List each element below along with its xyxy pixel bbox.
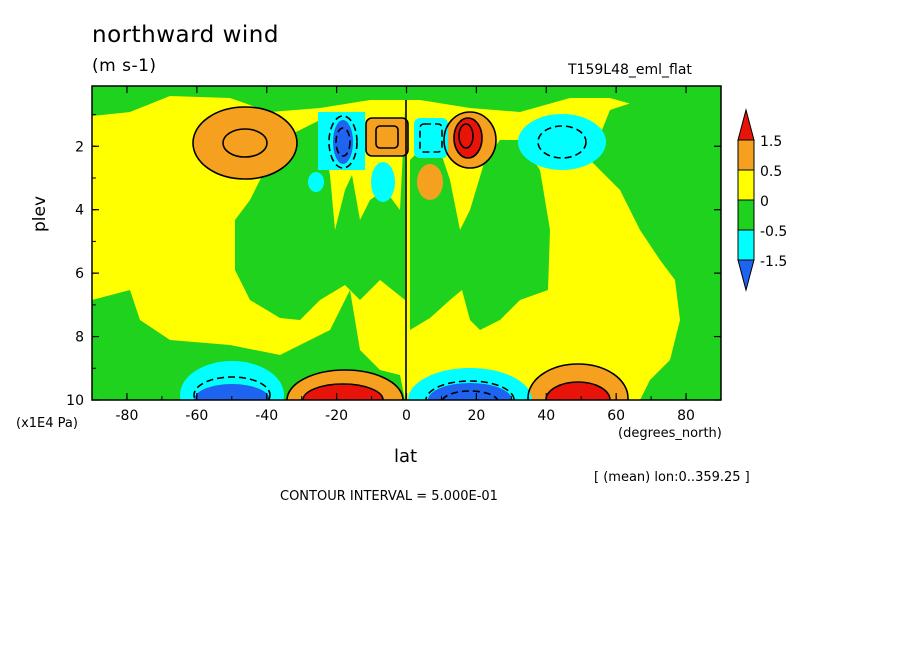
x-tick-label: 0	[402, 408, 411, 424]
orange-cell-48S	[193, 107, 297, 179]
x-axis-units: (degrees_north)	[618, 426, 722, 441]
y-tick-label: 6	[75, 266, 84, 282]
cyan-blob-28S	[308, 172, 324, 192]
blue-cell-48S-sfc	[194, 384, 270, 400]
x-axis-label: lat	[394, 446, 418, 467]
colorbar-segment	[737, 139, 755, 171]
cyan-cell-6N	[414, 118, 448, 158]
colorbar-segment	[737, 169, 755, 201]
y-axis-units: (x1E4 Pa)	[16, 416, 78, 431]
colorbar-bottom-arrow	[737, 259, 755, 292]
x-tick-label: 40	[537, 408, 555, 424]
green-region-top	[92, 86, 721, 120]
contour-fill	[92, 86, 721, 400]
x-tick-label: 20	[467, 408, 485, 424]
contour-interval-note: CONTOUR INTERVAL = 5.000E-01	[280, 489, 498, 504]
colorbar-segment	[737, 199, 755, 231]
cyan-cell-46N	[518, 114, 606, 170]
orange-cell-8S	[366, 118, 408, 156]
x-tick-label: -20	[325, 408, 348, 424]
blue-cell-18N-sfc	[428, 383, 512, 400]
colorbar-label: -0.5	[760, 224, 787, 240]
green-region-east	[590, 96, 721, 400]
y-tick-label: 2	[75, 139, 84, 155]
red-cell-20S-sfc	[303, 384, 383, 400]
averaging-note: [ (mean) lon:0..359.25 ]	[594, 470, 750, 485]
colorbar: 1.5 0.5 0 -0.5 -1.5	[737, 108, 787, 292]
units-label: (m s-1)	[92, 56, 157, 76]
colorbar-label: 1.5	[760, 134, 782, 150]
y-tick-label: 4	[75, 203, 84, 219]
orange-blob-7N	[417, 164, 443, 200]
y-axis: 2 4 6 8 10	[66, 114, 721, 409]
x-tick-label: -40	[255, 408, 278, 424]
x-tick-label: 80	[677, 408, 695, 424]
y-tick-label: 8	[75, 330, 84, 346]
red-cell-48N-sfc	[546, 382, 610, 400]
y-tick-label: 10	[66, 393, 84, 409]
colorbar-label: 0	[760, 194, 769, 210]
green-region-northern-mid	[410, 140, 550, 330]
x-tick-label: 60	[607, 408, 625, 424]
colorbar-segment	[737, 229, 755, 261]
cyan-blob-8S	[371, 162, 395, 202]
x-tick-label: -60	[185, 408, 208, 424]
contour-lines	[192, 100, 629, 400]
run-label: T159L48_eml_flat	[568, 62, 692, 78]
colorbar-label: -1.5	[760, 254, 787, 270]
colorbar-label: 0.5	[760, 164, 782, 180]
chart-title: northward wind	[92, 22, 279, 48]
x-tick-label: -80	[116, 408, 139, 424]
x-axis: -80 -60 -40 -20 0 20 40 60 80	[91, 86, 722, 424]
colorbar-top-arrow	[737, 108, 755, 141]
negative-contour-lines	[193, 115, 587, 400]
